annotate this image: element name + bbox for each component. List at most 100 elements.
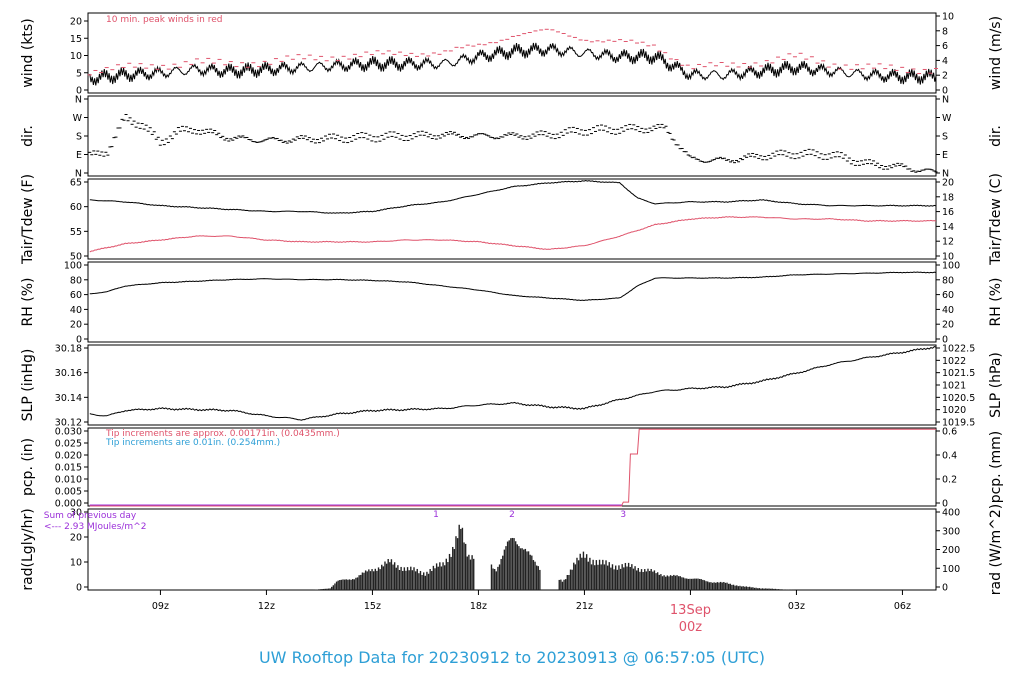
- dir-tick-label-left: N: [75, 169, 82, 180]
- dir-tick-label-right: W: [942, 113, 952, 124]
- rad-tick-label-left: 30: [70, 508, 82, 519]
- wind-frame: [87, 12, 937, 94]
- slp-tick-label-right: 1021.5: [942, 368, 975, 379]
- pcp-tick-label-left: 0.030: [55, 427, 82, 438]
- rad-tick-label-right: 300: [942, 526, 960, 537]
- wind-ylabel-left: wind (kts): [20, 18, 36, 87]
- rh-tick-label-left: 0: [76, 335, 82, 346]
- pcp-tick-label-right: 0.6: [942, 427, 957, 438]
- time-tick-label: 15z: [364, 601, 381, 612]
- temp-Tair-line: [89, 179, 937, 214]
- slp-tick-label-right: 1019.5: [942, 418, 975, 429]
- dir-tick-label-left: W: [73, 113, 83, 124]
- dir-frame: [87, 95, 937, 177]
- temp-tick-label-right: 20: [942, 178, 954, 189]
- rad-marker: 1: [433, 510, 439, 520]
- slp-tick-label-right: 1022.5: [942, 344, 975, 355]
- time-tick-label: 03z: [788, 601, 805, 612]
- temp-tick-label-right: 12: [942, 237, 954, 248]
- slp-tick-label-right: 1020: [942, 405, 966, 416]
- rad-sum-value: <--- 2.93 MJoules/m^2: [44, 522, 146, 532]
- temp-tick-label-right: 10: [942, 252, 954, 263]
- temp-tick-label-right: 18: [942, 192, 954, 203]
- temp-tick-label-left: 50: [70, 252, 82, 263]
- wind-speed-line: [89, 42, 937, 86]
- rad-tick-label-right: 200: [942, 545, 960, 556]
- time-tick-label: 21z: [576, 601, 593, 612]
- slp-tick-label-right: 1020.5: [942, 393, 975, 404]
- rh-tick-label-right: 20: [942, 320, 954, 331]
- time-tick-label: 09z: [152, 601, 169, 612]
- slp-SLP-line: [89, 346, 937, 421]
- rh-tick-label-left: 20: [70, 320, 82, 331]
- dir-tick-label-right: N: [942, 169, 949, 180]
- pcp-tick-label-right: 0: [942, 499, 948, 510]
- pcp-note-approx: Tip increments are approx. 0.00171in. (0…: [105, 429, 340, 439]
- pcp-tick-label-left: 0.020: [55, 451, 82, 462]
- rh-tick-label-right: 60: [942, 290, 954, 301]
- pcp-tick-label-left: 0.015: [55, 463, 82, 474]
- wind-ylabel-right: wind (m/s): [988, 16, 1004, 90]
- temp-tick-label-right: 14: [942, 222, 954, 233]
- wind-tick-label-left: 15: [70, 34, 82, 45]
- rh-tick-label-left: 60: [70, 290, 82, 301]
- wind-annotation: 10 min. peak winds in red: [106, 15, 223, 25]
- dir-tick-label-left: S: [76, 132, 82, 143]
- wind-tick-label-left: 5: [76, 68, 82, 79]
- dir-tick-label-right: E: [942, 150, 948, 161]
- dir-tick-label-right: S: [942, 132, 948, 143]
- pcp-tick-label-left: 0.000: [55, 499, 82, 510]
- rh-tick-label-left: 100: [64, 261, 82, 272]
- pcp-tick-label-right: 0.4: [942, 451, 957, 462]
- wind-tick-label-left: 0: [76, 86, 82, 97]
- temp-tick-label-left: 60: [70, 202, 82, 213]
- rad-marker: 2: [509, 510, 515, 520]
- pcp-ylabel-left: pcp. (in): [20, 438, 36, 496]
- wind-tick-label-right: 2: [942, 71, 948, 82]
- rad-tick-label-right: 100: [942, 564, 960, 575]
- slp-ylabel-right: SLP (hPa): [988, 352, 1004, 418]
- temp-frame: [87, 178, 937, 260]
- slp-tick-label-right: 1021: [942, 381, 966, 392]
- temp-tick-label-left: 55: [70, 227, 82, 238]
- rh-tick-label-right: 0: [942, 335, 948, 346]
- dir-ylabel-left: dir.: [20, 125, 36, 147]
- rh-ylabel-right: RH (%): [988, 278, 1004, 327]
- temp-Tdew-line: [89, 216, 937, 253]
- rh-RH-line: [89, 271, 937, 302]
- pcp-tick-label-left: 0.010: [55, 475, 82, 486]
- temp-ylabel-right: Tair/Tdew (C): [988, 173, 1004, 266]
- rh-tick-label-left: 80: [70, 275, 82, 286]
- rh-frame: [87, 261, 937, 343]
- rad-sum-label: Sum of previous day: [44, 511, 137, 521]
- rh-tick-label-left: 40: [70, 305, 82, 316]
- dir-tick-label-left: E: [76, 150, 82, 161]
- rh-tick-label-right: 100: [942, 261, 960, 272]
- rad-tick-label-right: 400: [942, 508, 960, 519]
- rad-tick-label-left: 10: [70, 558, 82, 569]
- wind-tick-label-left: 20: [70, 17, 82, 28]
- rad-marker: 3: [620, 510, 626, 520]
- footer-title: UW Rooftop Data for 20230912 to 20230913…: [258, 648, 766, 667]
- slp-tick-label-left: 30.16: [55, 368, 82, 379]
- date-marker-time: 00z: [679, 620, 703, 635]
- pcp-tick-label-left: 0.025: [55, 439, 82, 450]
- slp-frame: [87, 344, 937, 426]
- dir-ylabel-right: dir.: [988, 125, 1004, 147]
- slp-tick-label-left: 30.18: [55, 344, 82, 355]
- slp-tick-label-right: 1022: [942, 356, 966, 367]
- wind-tick-label-right: 0: [942, 86, 948, 97]
- wind-tick-label-right: 8: [942, 26, 948, 37]
- rh-tick-label-right: 80: [942, 275, 954, 286]
- temp-ylabel-left: Tair/Tdew (F): [20, 174, 36, 265]
- temp-tick-label-left: 65: [70, 178, 82, 189]
- rad-tick-label-left: 0: [76, 583, 82, 594]
- rh-ylabel-left: RH (%): [20, 278, 36, 327]
- time-tick-label: 06z: [894, 601, 911, 612]
- rad-tick-label-left: 20: [70, 533, 82, 544]
- dir-tick-label-right: N: [942, 95, 949, 106]
- rad-ylabel-right: rad (W/m^2): [988, 504, 1004, 595]
- rad-ylabel-left: rad(Lgly/hr): [20, 508, 36, 590]
- slp-tick-label-left: 30.12: [55, 418, 82, 429]
